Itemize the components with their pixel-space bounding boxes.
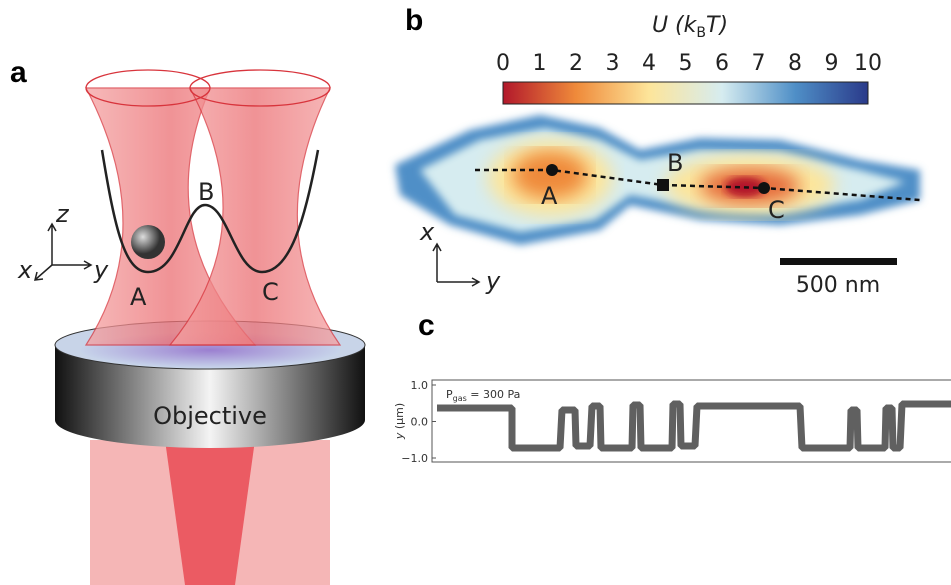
axis-label: y [485, 267, 501, 295]
point-label: C [262, 278, 279, 306]
axis-label: y [93, 256, 109, 284]
y-ticks: 1.0 0.0 −1.0 [401, 379, 436, 465]
colorbar-tick-label: 3 [606, 51, 620, 76]
colorbar-tick-label: 4 [642, 51, 656, 76]
y-tick-label: 1.0 [411, 379, 429, 392]
potential [100, 149, 320, 274]
beam-rim [189, 69, 331, 107]
colorbar [502, 81, 869, 105]
y-tick-label: 0.0 [411, 416, 429, 429]
colorbar-tick-label: 10 [854, 51, 882, 76]
point-label: B [667, 149, 683, 177]
saddle [657, 179, 669, 191]
point-label: A [130, 283, 147, 311]
y-tick-label: −1.0 [401, 452, 428, 465]
colorbar-tick-label: 6 [715, 51, 729, 76]
objective-label: Objective [153, 402, 267, 430]
objective-body [55, 345, 365, 448]
panel-a: a A B C z x y Objective [10, 56, 366, 585]
annotation: Pgas = 300 Pa [446, 388, 520, 403]
point-label: C [768, 196, 785, 224]
colorbar-tick-label: 0 [496, 51, 510, 76]
point-label: A [541, 182, 558, 210]
point-label: B [198, 178, 214, 206]
panel-label: a [10, 56, 27, 89]
colorbar-tick-label: 5 [679, 51, 693, 76]
colorbar-tick-label: 7 [752, 51, 766, 76]
point [546, 164, 558, 176]
panel-b: b U (kBT) 0 1 2 3 4 5 6 7 8 9 10 A B C x y 500 nm [395, 4, 921, 298]
particle [131, 225, 165, 259]
colorbar-tick-label: 8 [788, 51, 802, 76]
colorbar-ticks: 0 1 2 3 4 5 6 7 8 9 10 [496, 51, 882, 76]
scale-bar [780, 258, 897, 265]
colorbar-title: U (kBT) [652, 13, 728, 41]
colorbar-tick-label: 2 [569, 51, 583, 76]
panel-label: c [418, 309, 435, 342]
axis-label: x [419, 218, 435, 246]
beam-right [168, 87, 342, 346]
axis-label: x [17, 256, 33, 284]
axes-arrows [432, 242, 481, 287]
panel-c: c 1.0 0.0 −1.0 y (μm) Pgas = 300 Pa [393, 309, 951, 465]
colorbar-tick-label: 1 [533, 51, 547, 76]
scale-label: 500 nm [796, 273, 880, 298]
beam-core [165, 440, 255, 585]
colorbar-tick-label: 9 [825, 51, 839, 76]
trace [437, 400, 951, 452]
panel-label: b [405, 4, 423, 37]
y-label: y (μm) [393, 403, 406, 440]
axes-arrows [34, 222, 93, 281]
axis-label: z [55, 200, 70, 228]
beam-rim [85, 69, 211, 107]
point [758, 182, 770, 194]
